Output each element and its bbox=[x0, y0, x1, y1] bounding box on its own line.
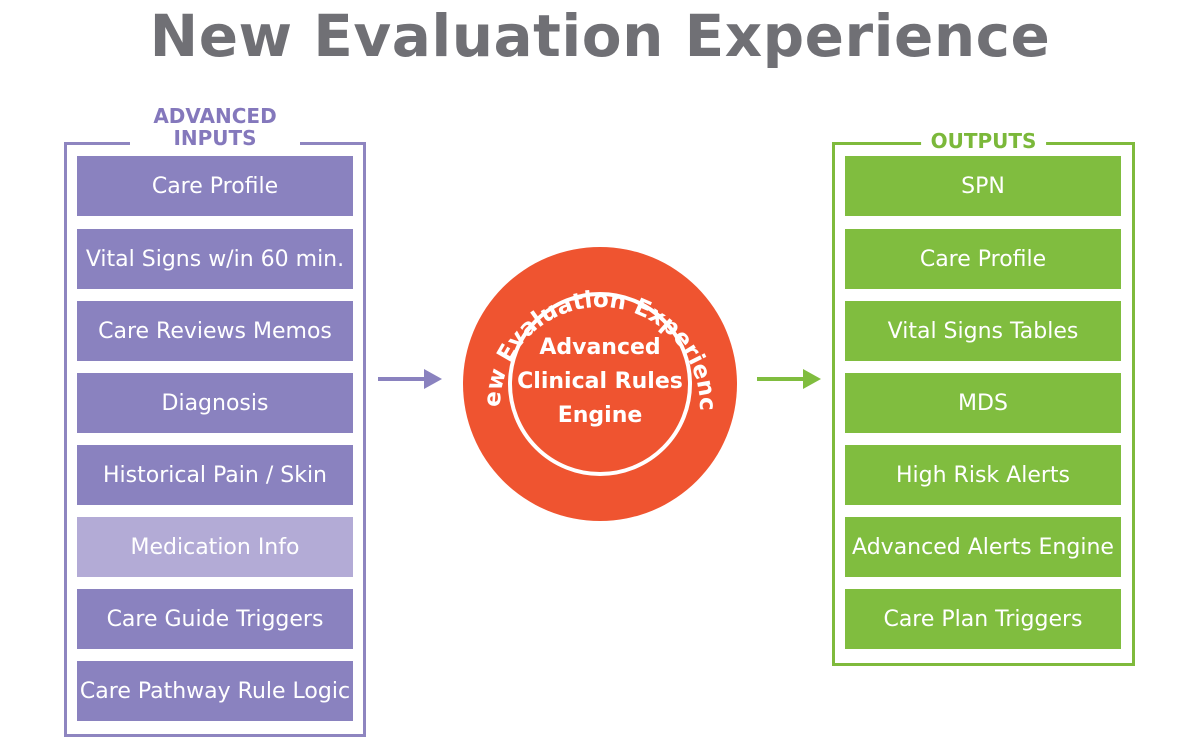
input-item-care-profile: Care Profile bbox=[77, 156, 353, 216]
outputs-panel-label: OUTPUTS bbox=[920, 130, 1047, 152]
input-item-diagnosis: Diagnosis bbox=[77, 373, 353, 433]
engine-line-3: Engine bbox=[558, 403, 643, 428]
output-item-advanced-alerts-engine: Advanced Alerts Engine bbox=[845, 517, 1121, 577]
input-item-medication-info: Medication Info bbox=[77, 517, 353, 577]
output-item-care-plan-triggers: Care Plan Triggers bbox=[845, 589, 1121, 649]
output-item-high-risk-alerts: High Risk Alerts bbox=[845, 445, 1121, 505]
engine-inner-ring bbox=[508, 292, 692, 476]
engine-line-2: Clinical Rules bbox=[517, 369, 683, 394]
inputs-panel: ADVANCED INPUTS Care Profile Vital Signs… bbox=[64, 105, 366, 737]
input-item-care-pathway-rule-logic: Care Pathway Rule Logic bbox=[77, 661, 353, 721]
engine-to-outputs-arrow bbox=[757, 369, 821, 389]
engine-line-1: Advanced bbox=[539, 335, 660, 360]
outputs-panel: OUTPUTS SPN Care Profile Vital Signs Tab… bbox=[832, 130, 1135, 666]
inputs-to-engine-arrow bbox=[378, 369, 442, 389]
output-item-vital-signs-tables: Vital Signs Tables bbox=[845, 301, 1121, 361]
output-item-spn: SPN bbox=[845, 156, 1121, 216]
input-item-care-guide-triggers: Care Guide Triggers bbox=[77, 589, 353, 649]
rules-engine-circle: New Evaluation Experience Advanced Clini… bbox=[445, 227, 745, 522]
page-title: New Evaluation Experience bbox=[149, 2, 1051, 70]
input-item-care-reviews-memos: Care Reviews Memos bbox=[77, 301, 353, 361]
inputs-panel-label: ADVANCED INPUTS bbox=[130, 105, 300, 149]
input-item-vital-signs: Vital Signs w/in 60 min. bbox=[77, 229, 353, 289]
engine-outer-circle bbox=[463, 247, 737, 521]
output-item-care-profile: Care Profile bbox=[845, 229, 1121, 289]
input-item-historical-pain-skin: Historical Pain / Skin bbox=[77, 445, 353, 505]
output-item-mds: MDS bbox=[845, 373, 1121, 433]
